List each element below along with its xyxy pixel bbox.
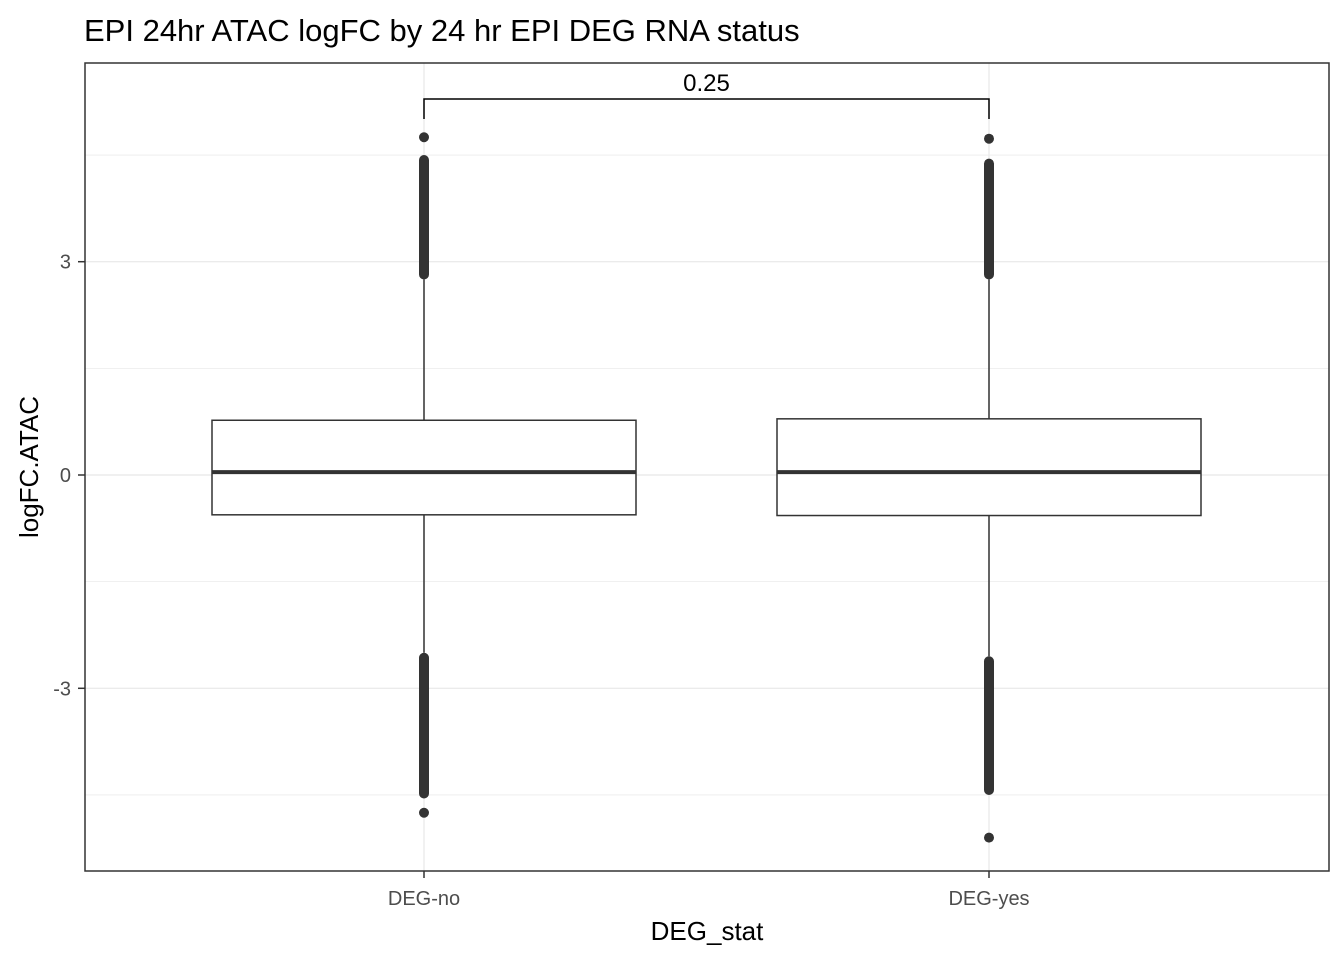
box-body	[211, 419, 637, 516]
y-tick-label: -3	[53, 678, 71, 700]
y-tick-label: 0	[60, 465, 71, 487]
comparison-bracket: 0.25	[423, 70, 990, 119]
box-DEG-no	[211, 132, 637, 818]
y-axis-title: logFC.ATAC	[14, 396, 44, 538]
plot-area	[211, 132, 1202, 843]
outlier-band-low	[984, 656, 994, 795]
outlier-band-high	[419, 155, 429, 280]
p-value-label: 0.25	[683, 70, 730, 97]
outlier-point	[984, 133, 994, 144]
x-axis: DEG-no DEG-yes	[388, 871, 1030, 910]
outlier-point	[419, 132, 429, 143]
outlier-point	[419, 807, 429, 818]
outlier-band-low	[419, 652, 429, 799]
bracket-line	[423, 98, 990, 119]
x-axis-title: DEG_stat	[651, 916, 764, 946]
outlier-point	[984, 832, 994, 843]
outlier-band-high	[984, 158, 994, 280]
box-DEG-yes	[776, 133, 1202, 843]
panel-border	[84, 62, 1330, 872]
y-tick-label: 3	[60, 252, 71, 274]
chart-title: EPI 24hr ATAC logFC by 24 hr EPI DEG RNA…	[84, 13, 800, 48]
x-tick-label: DEG-yes	[948, 888, 1029, 910]
y-axis: -3 0 3	[53, 252, 85, 700]
box-body	[776, 418, 1202, 517]
x-tick-label: DEG-no	[388, 888, 460, 910]
